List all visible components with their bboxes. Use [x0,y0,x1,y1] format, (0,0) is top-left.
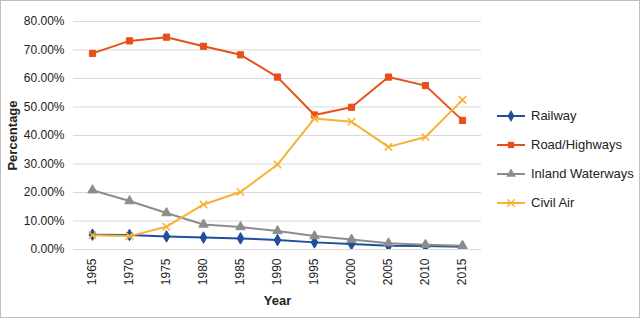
svg-text:10.00%: 10.00% [24,214,65,228]
svg-text:1995: 1995 [307,258,321,285]
svg-text:1965: 1965 [85,258,99,285]
svg-text:Percentage: Percentage [5,100,20,170]
svg-text:1970: 1970 [122,258,136,285]
svg-text:2000: 2000 [344,258,358,285]
svg-text:1985: 1985 [233,258,247,285]
svg-text:2005: 2005 [381,258,395,285]
svg-text:40.00%: 40.00% [24,128,65,142]
svg-text:1990: 1990 [270,258,284,285]
svg-text:Year: Year [264,293,291,308]
html-text:Civil Air: Civil Air [531,195,575,210]
svg-text:0.00%: 0.00% [30,242,64,256]
html-text:Railway: Railway [531,108,577,123]
svg-text:80.00%: 80.00% [24,14,65,28]
html-text:Road/Highways: Road/Highways [531,137,622,152]
html-text:Inland Waterways: Inland Waterways [531,166,634,181]
svg-text:60.00%: 60.00% [24,71,65,85]
svg-text:20.00%: 20.00% [24,185,65,199]
svg-text:2015: 2015 [455,258,469,285]
svg-text:70.00%: 70.00% [24,43,65,57]
svg-text:1975: 1975 [159,258,173,285]
svg-text:50.00%: 50.00% [24,100,65,114]
svg-text:30.00%: 30.00% [24,157,65,171]
svg-text:2010: 2010 [418,258,432,285]
svg-text:1980: 1980 [196,258,210,285]
